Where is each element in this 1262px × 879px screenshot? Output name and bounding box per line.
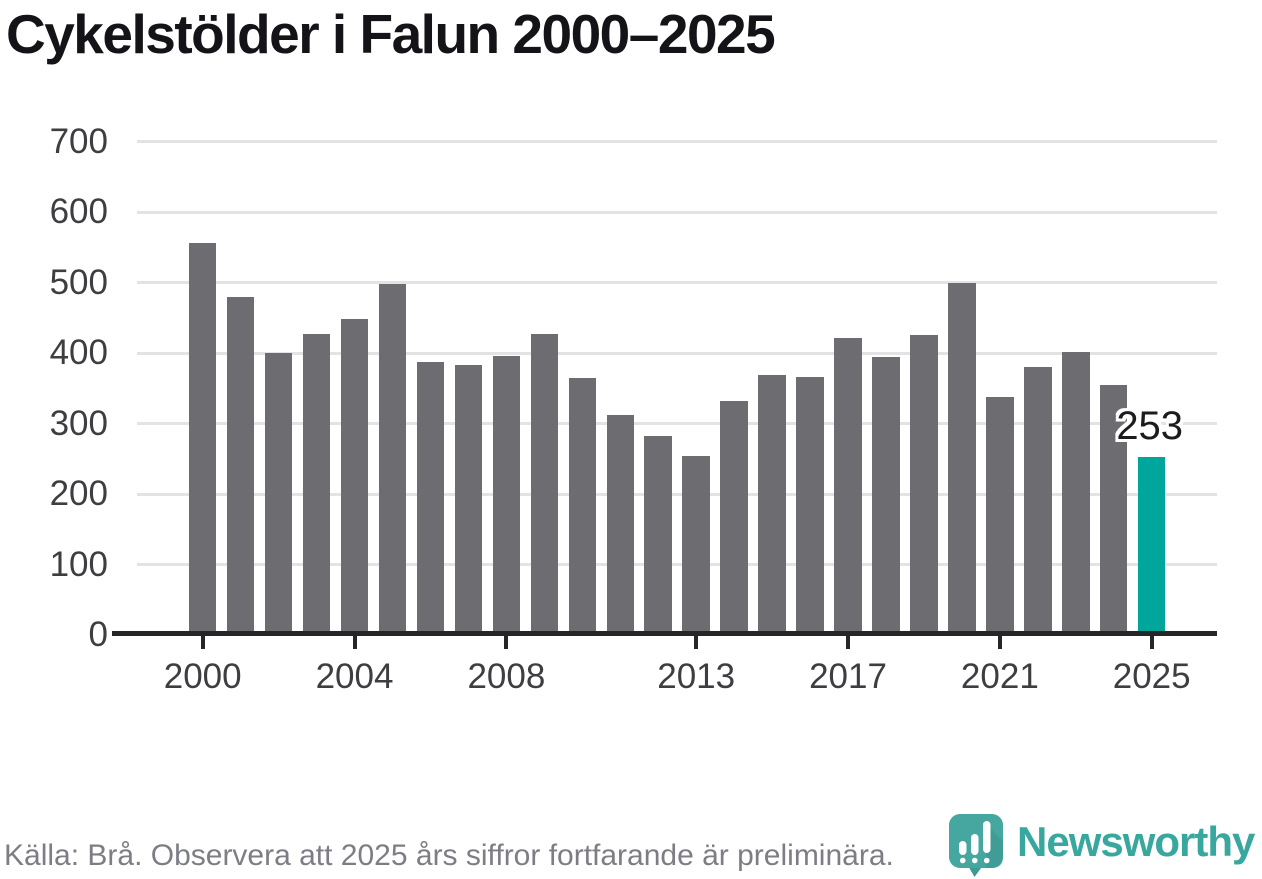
x-tick-mark-2021 xyxy=(997,635,1002,649)
x-tick-mark-2000 xyxy=(200,635,205,649)
newsworthy-logo-icon xyxy=(949,814,1003,877)
bar-2015 xyxy=(758,375,786,635)
x-tick-mark-2008 xyxy=(504,635,509,649)
bar-2001 xyxy=(226,296,255,635)
bar-2016 xyxy=(796,376,824,635)
bar-2011 xyxy=(606,415,634,635)
x-tick-mark-2017 xyxy=(846,635,851,649)
bar-2024 xyxy=(1099,384,1128,635)
x-tick-label-2008: 2008 xyxy=(467,657,546,696)
gridline-300 xyxy=(137,422,1217,426)
bar-2008 xyxy=(492,356,521,635)
gridline-600 xyxy=(137,210,1217,214)
y-tick-label-100: 100 xyxy=(49,544,108,584)
gridline-100 xyxy=(137,563,1217,567)
bar-2020 xyxy=(948,282,976,635)
bar-2022 xyxy=(1024,367,1052,635)
y-tick-label-200: 200 xyxy=(49,474,108,514)
bar-2019 xyxy=(910,334,938,635)
bar-2009 xyxy=(530,334,559,635)
bar-2003 xyxy=(302,334,331,635)
x-tick-mark-2013 xyxy=(694,635,699,649)
bar-2002 xyxy=(264,352,293,635)
bar-2006 xyxy=(416,361,445,635)
bar-2005 xyxy=(378,284,407,635)
y-tick-label-600: 600 xyxy=(49,192,108,232)
brand-wordmark: Newsworthy xyxy=(1017,818,1255,865)
source-note: Källa: Brå. Observera att 2025 års siffr… xyxy=(4,839,894,872)
bar-2017 xyxy=(834,337,862,635)
highlight-value-label: 253 xyxy=(1116,404,1184,448)
x-tick-label-2017: 2017 xyxy=(809,657,887,696)
bar-2021 xyxy=(986,396,1014,635)
x-tick-label-2013: 2013 xyxy=(657,657,736,696)
bar-2013 xyxy=(682,456,710,635)
y-tick-label-500: 500 xyxy=(49,262,108,302)
bar-2025 xyxy=(1137,456,1166,635)
bar-2004 xyxy=(340,318,369,635)
x-tick-label-2004: 2004 xyxy=(315,657,394,696)
gridline-200 xyxy=(137,492,1217,496)
bar-2018 xyxy=(872,356,900,635)
chart-title: Cykelstölder i Falun 2000–2025 xyxy=(6,3,776,65)
y-tick-label-700: 700 xyxy=(49,121,108,161)
bar-2010 xyxy=(568,377,597,635)
bar-2000 xyxy=(188,243,217,635)
x-tick-mark-2004 xyxy=(352,635,357,649)
bar-2007 xyxy=(454,365,483,635)
x-axis-line xyxy=(112,630,1217,636)
x-tick-label-2021: 2021 xyxy=(960,657,1039,696)
bar-2014 xyxy=(720,401,748,635)
y-tick-label-0: 0 xyxy=(88,615,108,654)
gridline-500 xyxy=(137,281,1217,285)
gridline-400 xyxy=(137,351,1217,355)
bar-2023 xyxy=(1062,351,1090,635)
x-tick-mark-2025 xyxy=(1149,635,1154,649)
y-tick-label-300: 300 xyxy=(49,403,108,443)
x-tick-label-2025: 2025 xyxy=(1112,657,1191,696)
y-tick-label-400: 400 xyxy=(49,333,108,373)
gridline-700 xyxy=(137,140,1217,144)
bar-2012 xyxy=(644,436,672,635)
x-tick-label-2000: 2000 xyxy=(163,657,242,696)
